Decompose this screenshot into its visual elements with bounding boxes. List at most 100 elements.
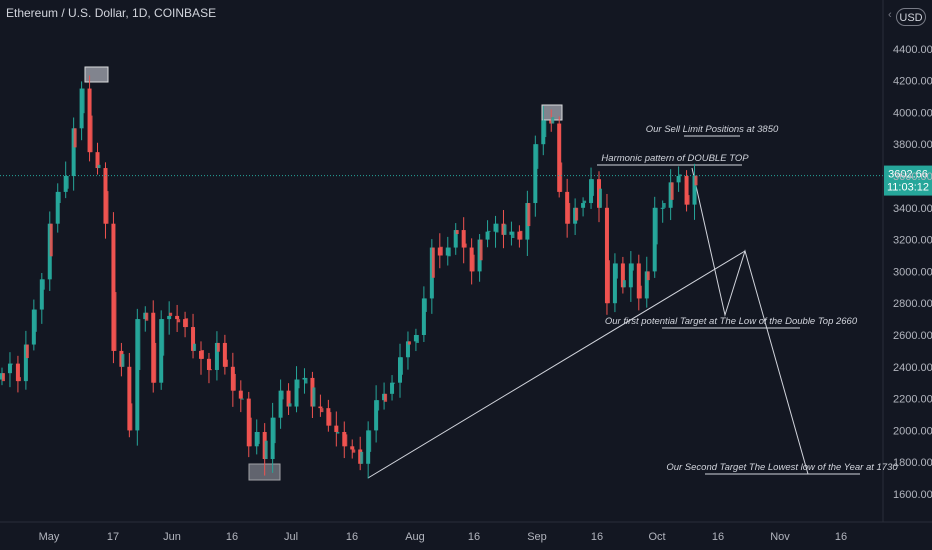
candle-body (135, 319, 140, 431)
candle-body (145, 312, 149, 321)
time-axis: May 17 Jun 16 Jul 16 Aug 16 Sep 16 Oct 16 Nov 16 (39, 531, 848, 543)
candle-body (25, 344, 29, 359)
candle-body (479, 239, 483, 261)
y-tick-label: 4200.00 (893, 76, 932, 88)
candle-body (177, 319, 181, 323)
y-tick-label: 2000.00 (893, 425, 932, 437)
candle-body (636, 263, 641, 299)
y-tick-label: 3600.00 (893, 171, 932, 183)
candle-body (55, 191, 60, 224)
candle-body (662, 203, 666, 208)
candle-body (161, 319, 165, 356)
x-tick-label: 16 (712, 531, 724, 543)
candle-body (238, 390, 243, 399)
candle-body (575, 207, 579, 221)
candle-body (630, 263, 634, 271)
candle-body (511, 231, 515, 239)
candle-body (222, 342, 227, 367)
x-tick-label: Oct (648, 531, 665, 543)
candle-body (127, 366, 132, 431)
candle-body (328, 412, 332, 426)
candle-body (350, 446, 355, 450)
candle-body (581, 203, 586, 208)
candle-body (495, 223, 499, 233)
candle-body (628, 263, 633, 288)
candle-body (405, 341, 410, 358)
candle-body (121, 354, 125, 367)
candle-body (193, 343, 197, 351)
candle-body (201, 350, 204, 359)
candle-body (169, 312, 173, 316)
candle-body (612, 263, 617, 304)
candle-body (278, 390, 283, 418)
candle-body (463, 243, 467, 248)
candle-body (423, 298, 427, 312)
y-tick-label: 2400.00 (893, 362, 932, 374)
y-tick-label: 2600.00 (893, 330, 932, 342)
candle-body (336, 431, 340, 434)
candle-body (191, 327, 196, 351)
candle-body (694, 175, 698, 186)
candle-body (678, 174, 682, 176)
x-tick-label: May (39, 531, 60, 543)
top-marker-box (84, 66, 109, 83)
candle-body (89, 115, 93, 153)
price-label-countdown: 11:03:12 (887, 182, 929, 194)
y-tick-label: 1600.00 (893, 489, 932, 501)
candles (0, 75, 698, 479)
candle-body (272, 417, 276, 444)
candle-body (519, 230, 523, 240)
candle-body (431, 247, 435, 278)
candle-body (17, 377, 21, 382)
candle-body (73, 128, 77, 148)
candle-body (684, 176, 689, 205)
candle-body (376, 400, 380, 411)
candle-body (583, 200, 587, 204)
x-tick-label: 16 (835, 531, 847, 543)
candle-body (644, 271, 649, 299)
candle-body (461, 230, 466, 248)
candle-body (614, 263, 618, 279)
candle-body (167, 315, 172, 320)
x-tick-label: Aug (405, 531, 425, 543)
candle-body (599, 188, 602, 208)
candle-body (288, 403, 292, 407)
y-tick-label: 1800.00 (893, 457, 932, 469)
candle-body (421, 298, 426, 335)
x-tick-label: 16 (226, 531, 238, 543)
x-tick-label: 16 (591, 531, 603, 543)
candle-body (185, 318, 189, 328)
y-tick-label: 3800.00 (893, 139, 932, 151)
candle-body (248, 417, 252, 447)
candle-body (175, 315, 180, 320)
candle-body (33, 309, 37, 332)
currency-button[interactable]: USD (896, 8, 926, 26)
chart-title: Ethereum / U.S. Dollar, 1D, COINBASE (6, 6, 217, 20)
candle-body (113, 292, 117, 351)
candle-body (2, 373, 5, 382)
currency-dropdown-icon: ‹ (888, 9, 892, 21)
candle-body (453, 230, 458, 248)
candle-body (15, 363, 20, 382)
candle-body (256, 431, 260, 444)
candle-body (334, 425, 339, 432)
candle-body (620, 263, 625, 288)
candle-body (320, 408, 324, 413)
candle-body (23, 344, 28, 382)
candle-body (646, 271, 650, 281)
candle-body (527, 203, 531, 227)
candle-body (111, 223, 116, 351)
candle-body (232, 373, 236, 391)
candle-body (559, 162, 563, 192)
candle-body (214, 342, 219, 370)
candle-body (129, 403, 133, 431)
candle-body (604, 207, 609, 304)
candle-body (368, 430, 372, 452)
candle-body (670, 182, 674, 200)
candle-body (105, 191, 109, 224)
candle-body (95, 152, 100, 169)
y-tick-label: 4400.00 (893, 44, 932, 56)
y-tick-label: 4000.00 (893, 107, 932, 119)
